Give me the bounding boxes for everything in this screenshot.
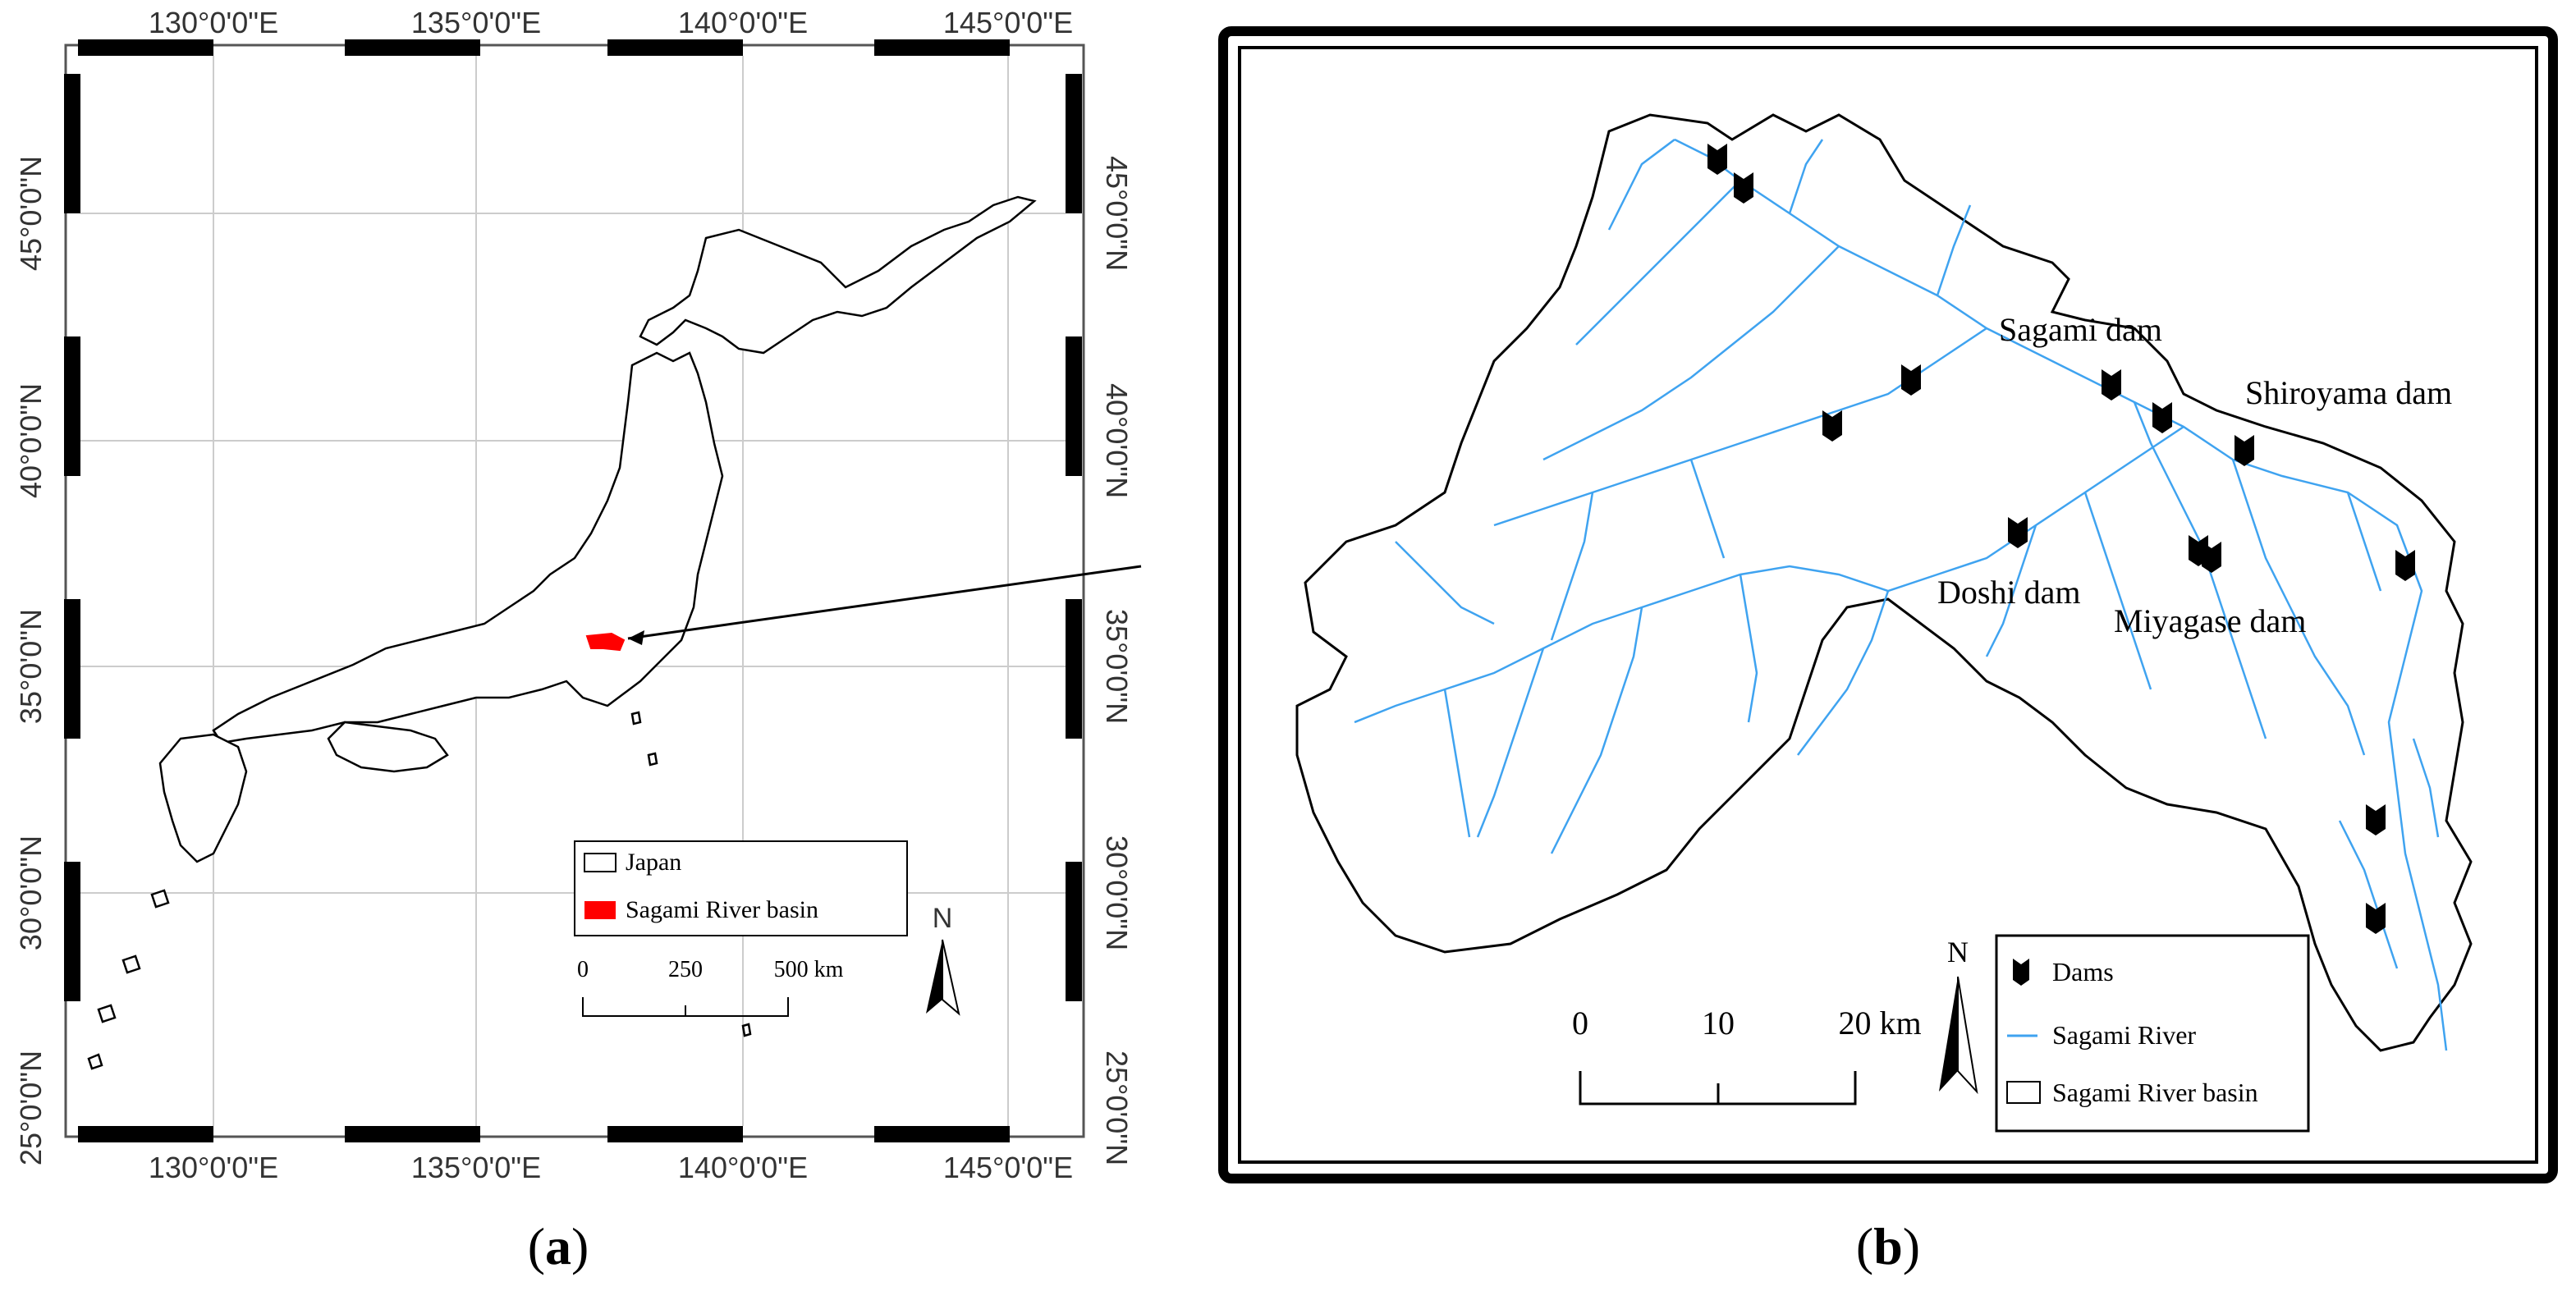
north-b-label: N	[1947, 936, 1969, 968]
legend-swatch-japan	[584, 853, 616, 872]
lat-label-45: 45°0'0"N	[14, 156, 48, 271]
lat-label-25: 25°0'0"N	[14, 1051, 48, 1165]
legend-label-basin: Sagami River basin	[626, 896, 818, 923]
panel-b-frame-inner	[1238, 46, 2538, 1164]
panel-a-scale-bar: 0 250 500 km	[577, 957, 844, 1017]
lon-label-top-145: 145°0'0"E	[943, 6, 1073, 39]
panel-b-north-arrow: N	[1939, 936, 1978, 1095]
sagami-basin-outline	[1295, 113, 2473, 1052]
lon-label-130: 130°0'0"E	[149, 1151, 278, 1184]
north-a-icon	[926, 940, 942, 1014]
panel-a-lon-labels-top: 130°0'0"E 135°0'0"E 140°0'0"E 145°0'0"E	[149, 6, 1073, 39]
legend-label-river: Sagami River	[2052, 1020, 2196, 1050]
lat-label-35: 35°0'0"N	[14, 609, 48, 724]
dam-icon	[2102, 369, 2121, 401]
lat-label-40: 40°0'0"N	[14, 383, 48, 498]
legend-swatch-basin	[584, 901, 616, 919]
scale-b-tick-20: 20 km	[1838, 1005, 1921, 1041]
scale-a-tick-500: 500 km	[774, 957, 844, 982]
caption-a-letter: a	[545, 1217, 571, 1275]
lat-label-right-35: 35°0'0"N	[1100, 609, 1134, 724]
lat-label-right-40: 40°0'0"N	[1100, 383, 1134, 498]
scale-a-tick-250: 250	[668, 957, 703, 982]
panel-b-legend-box	[1995, 934, 2310, 1133]
dam-icon	[1822, 410, 1842, 442]
label-sagami-dam: Sagami dam	[1999, 311, 2162, 348]
lon-label-140: 140°0'0"E	[678, 1151, 808, 1184]
dam-icon	[2008, 517, 2028, 548]
panel-a-legend-box	[574, 840, 908, 936]
dam-icon	[2366, 804, 2386, 835]
panel-a-north-arrow: N	[926, 903, 960, 1016]
legend-dam-icon	[2013, 959, 2029, 986]
scale-a-tick-0: 0	[577, 957, 589, 982]
lon-label-135: 135°0'0"E	[411, 1151, 541, 1184]
legend-basin-swatch	[2006, 1081, 2041, 1104]
label-shiroyama-dam: Shiroyama dam	[2245, 374, 2452, 411]
legend-label-basin-b: Sagami River basin	[2052, 1078, 2258, 1107]
dam-icon	[2395, 550, 2415, 581]
panel-a-lat-labels-right: 45°0'0"N 40°0'0"N 35°0'0"N 30°0'0"N 25°0…	[1100, 156, 1134, 1165]
label-doshi-dam: Doshi dam	[1937, 574, 2080, 611]
dam-icon	[1707, 144, 1727, 175]
panel-a-map: 130°0'0"E 135°0'0"E 140°0'0"E 145°0'0"E …	[14, 6, 1142, 1184]
dam-markers	[1707, 144, 2415, 934]
scale-b-tick-10: 10	[1702, 1005, 1735, 1041]
lat-label-right-30: 30°0'0"N	[1100, 835, 1134, 950]
lat-label-30: 30°0'0"N	[14, 835, 48, 950]
dam-icon	[1734, 172, 1753, 204]
legend-label-japan: Japan	[626, 849, 681, 876]
label-miyagase-dam: Miyagase dam	[2114, 602, 2306, 639]
caption-b: (b)	[1856, 1217, 1920, 1275]
panel-a-legend: Japan Sagami River basin	[574, 840, 908, 936]
lat-label-right-45: 45°0'0"N	[1100, 156, 1134, 271]
lon-label-145: 145°0'0"E	[943, 1151, 1073, 1184]
lon-label-top-135: 135°0'0"E	[411, 6, 541, 39]
scale-b-tick-0: 0	[1572, 1005, 1588, 1041]
panel-a-lon-labels-bottom: 130°0'0"E 135°0'0"E 140°0'0"E 145°0'0"E	[149, 1151, 1073, 1184]
caption-a: (a)	[528, 1217, 589, 1275]
panel-b-legend: Dams Sagami River Sagami River basin	[1995, 934, 2310, 1133]
caption-b-letter: b	[1873, 1217, 1903, 1275]
panel-b-scale-bar: 0 10 20 km	[1572, 1005, 1922, 1105]
callout-arrow	[627, 565, 1142, 640]
sagami-basin-marker	[585, 632, 626, 652]
lon-label-top-130: 130°0'0"E	[149, 6, 278, 39]
legend-label-dams: Dams	[2052, 957, 2114, 986]
lat-label-right-25: 25°0'0"N	[1100, 1051, 1134, 1165]
lon-label-top-140: 140°0'0"E	[678, 6, 808, 39]
callout-arrowhead	[628, 630, 644, 645]
panel-b-map: Sagami dam Shiroyama dam Doshi dam Miyag…	[1218, 26, 2558, 1183]
panel-a-border-ticks	[64, 39, 1082, 1142]
dam-icon	[2366, 903, 2386, 934]
dam-icon	[2235, 435, 2254, 466]
dam-icon	[2202, 542, 2221, 573]
dam-icon	[2152, 402, 2172, 433]
north-b-icon	[1939, 977, 1958, 1092]
north-a-label: N	[933, 903, 953, 934]
dam-icon	[1901, 364, 1921, 396]
panel-a-lat-labels-left: 45°0'0"N 40°0'0"N 35°0'0"N 30°0'0"N 25°0…	[14, 156, 48, 1165]
